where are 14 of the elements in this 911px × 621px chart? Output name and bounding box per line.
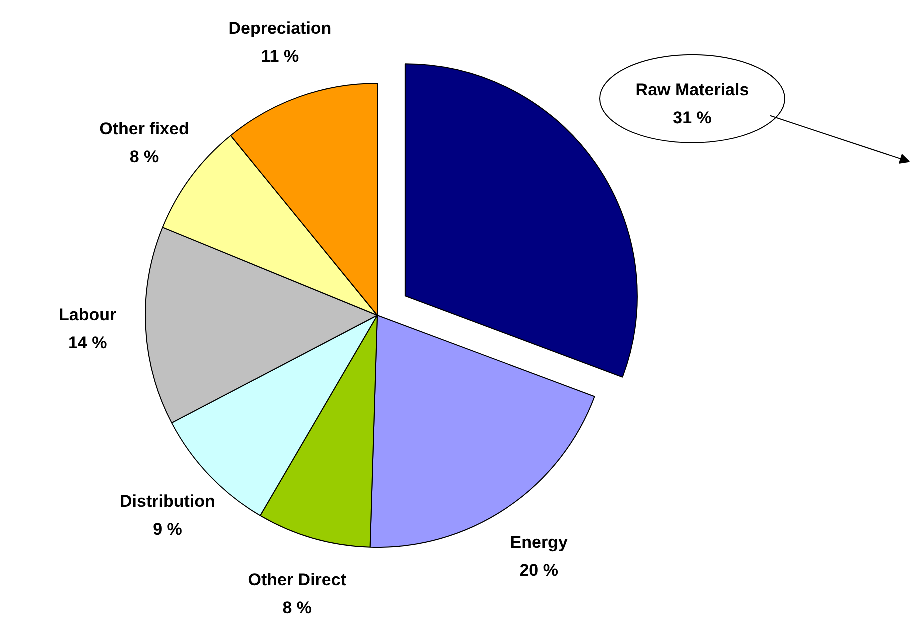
slice-label: Distribution <box>120 492 216 512</box>
data-label: 8 % <box>130 147 160 166</box>
data-label: 20 % <box>520 560 558 580</box>
slice-label: Energy <box>510 532 568 552</box>
data-label: 11 % <box>261 46 300 66</box>
slice-label: Depreciation <box>228 18 332 38</box>
data-label: 8 % <box>282 598 312 618</box>
data-label: 9 % <box>153 520 182 540</box>
slice-label: Other Direct <box>248 570 347 590</box>
slice-label: Raw Materials <box>636 80 750 100</box>
slice-label: Labour <box>59 306 118 325</box>
slice-label: Other fixed <box>100 119 190 138</box>
data-label: 14 % <box>68 334 108 353</box>
data-label: 31 % <box>673 108 712 128</box>
